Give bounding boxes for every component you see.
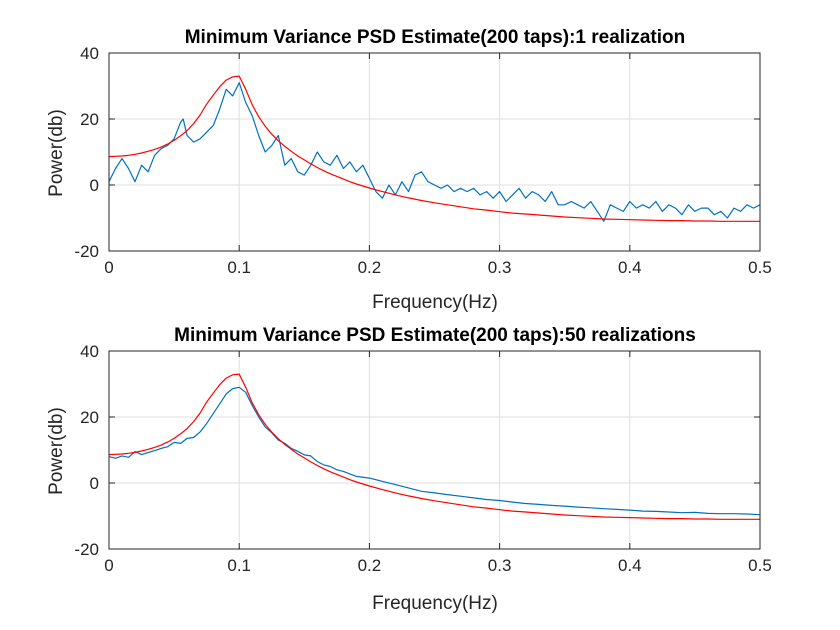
x-tick-label: 0.1	[227, 258, 251, 277]
x-tick-label: 0.3	[488, 556, 512, 575]
plot-area: 0 0.1 0.2 0.3 0.4 0.5 -20 0 20 40	[74, 342, 771, 575]
y-tick-label: 40	[80, 342, 99, 361]
x-tick-label: 0.4	[618, 258, 642, 277]
y-tick-label: 0	[90, 474, 99, 493]
y-tick-label: -20	[74, 540, 99, 559]
x-axis-label: Frequency(Hz)	[372, 593, 498, 614]
chart-title: Minimum Variance PSD Estimate(200 taps):…	[185, 27, 686, 48]
y-tick-label: 20	[80, 110, 99, 129]
series-line-1	[108, 82, 761, 222]
series-line-2	[108, 75, 760, 222]
subplot-50-realizations: 0 0.1 0.2 0.3 0.4 0.5 -20 0 20 40 Minimum Variance…	[46, 325, 772, 614]
axes-box	[108, 52, 761, 252]
y-axis-label: Power(db)	[46, 109, 67, 197]
x-tick-label: 0.5	[748, 258, 772, 277]
x-tick-label: 0.5	[748, 556, 772, 575]
y-tick-label: 20	[80, 408, 99, 427]
axes-box	[108, 350, 761, 550]
x-tick-label: 0.4	[618, 556, 642, 575]
x-axis-label: Frequency(Hz)	[372, 292, 498, 313]
axes-background	[109, 351, 760, 549]
x-tick-label: 0.3	[488, 258, 512, 277]
y-tick-label: 40	[80, 44, 99, 63]
plot-area: 0 0.1 0.2 0.3 0.4 0.5 -20 0 20 40	[74, 44, 771, 277]
series-line-1	[108, 386, 761, 516]
chart-title: Minimum Variance PSD Estimate(200 taps):…	[174, 325, 696, 346]
x-tick-label: 0.2	[358, 258, 382, 277]
x-tick-label: 0	[104, 258, 113, 277]
x-tick-label: 0.2	[358, 556, 382, 575]
axes-background	[109, 53, 760, 251]
y-tick-label: 0	[90, 176, 99, 195]
y-axis-label: Power(db)	[46, 407, 67, 495]
x-tick-label: 0.1	[227, 556, 251, 575]
x-tick-label: 0	[104, 556, 113, 575]
subplot-1-realization: 0 0.1 0.2 0.3 0.4 0.5 -20 0 20 40 Minimum Variance…	[46, 27, 772, 313]
series-line-2	[108, 373, 760, 520]
y-tick-label: -20	[74, 242, 99, 261]
